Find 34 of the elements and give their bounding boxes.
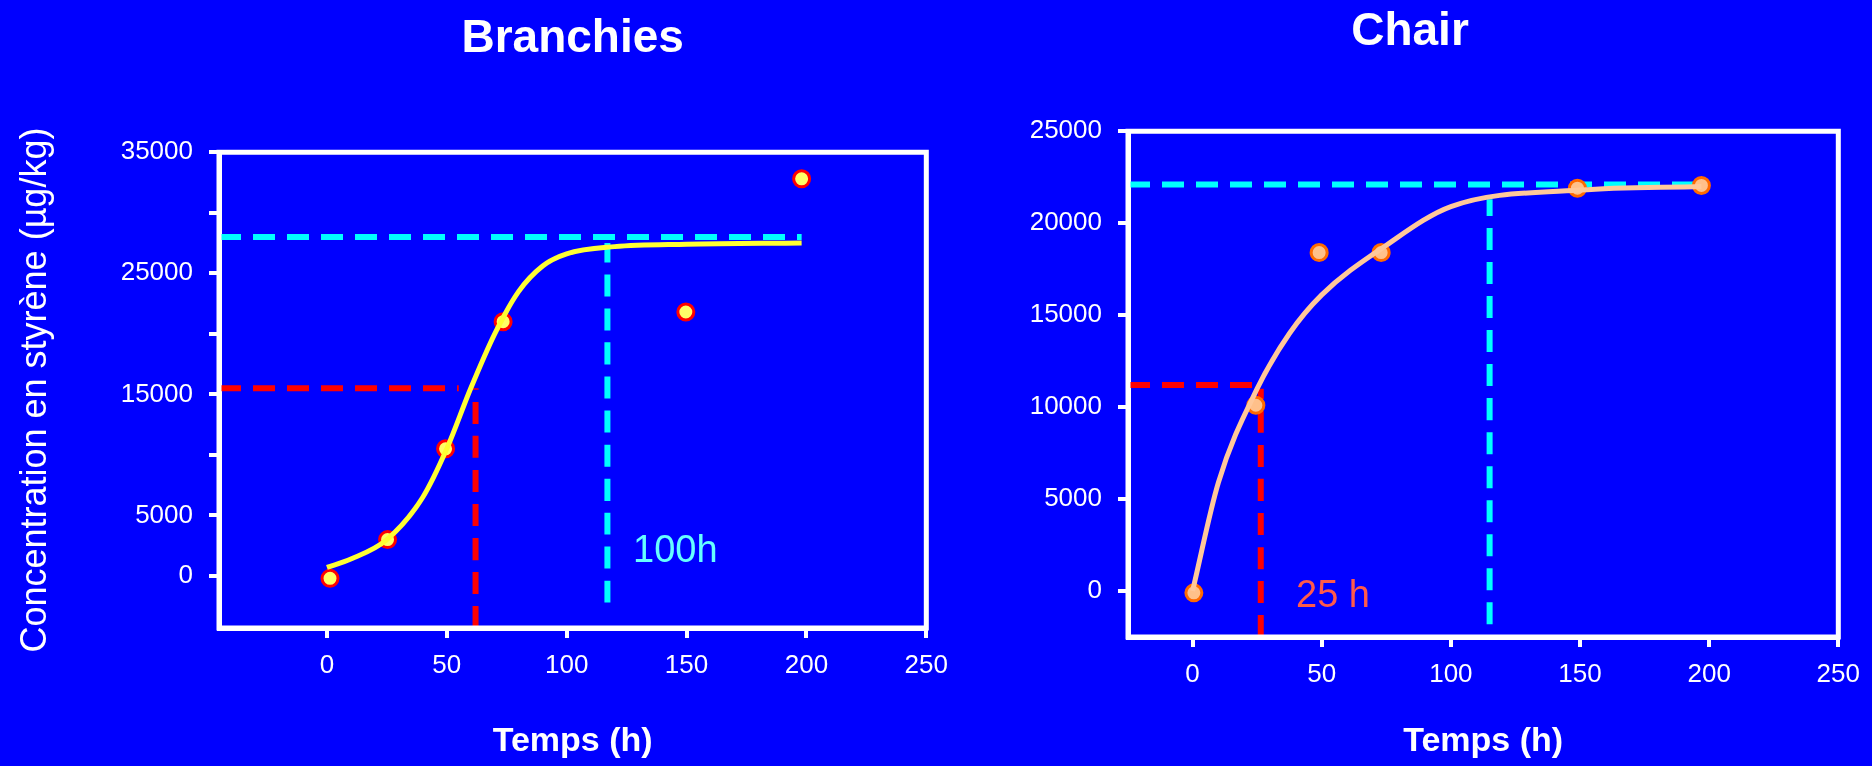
y-tick-label: 0	[1087, 574, 1102, 605]
chart-title: Branchies	[461, 10, 684, 63]
x-tick-label: 200	[784, 648, 829, 679]
point	[320, 568, 340, 588]
y-tick-label: 0	[178, 559, 193, 590]
x-tick-label: 250	[1816, 657, 1861, 688]
point	[676, 302, 696, 322]
y-tick-label: 15000	[1029, 298, 1102, 329]
x-tick-label: 0	[319, 648, 335, 679]
x-tick-label: 250	[904, 648, 949, 679]
point	[792, 169, 812, 189]
chart-title: Chair	[1351, 3, 1469, 56]
y-tick-label: 15000	[120, 377, 193, 408]
y-tick-label: 5000	[1044, 482, 1102, 513]
x-tick-label: 50	[432, 648, 462, 679]
y-tick-label: 25000	[120, 256, 193, 287]
x-tick-label: 150	[1558, 657, 1602, 688]
y-tick-label: 5000	[135, 498, 193, 529]
y-tick-label: 10000	[1029, 390, 1102, 421]
x-tick-label: 50	[1307, 657, 1337, 688]
y-tick-label: 35000	[120, 135, 193, 166]
y-tick-label: 20000	[1029, 206, 1102, 237]
point	[1309, 243, 1329, 263]
x-axis-title: Temps (h)	[492, 719, 653, 758]
y-axis-title: Concentration en styrène (µg/kg)	[12, 127, 54, 653]
annotation: 25 h	[1296, 573, 1370, 616]
x-axis-title: Temps (h)	[1403, 719, 1564, 758]
x-tick-label: 0	[1185, 657, 1200, 688]
y-tick-label: 25000	[1029, 114, 1102, 145]
x-tick-label: 200	[1687, 657, 1731, 688]
annotation: 100h	[633, 528, 718, 571]
x-tick-label: 100	[1429, 657, 1473, 688]
x-tick-label: 150	[664, 648, 709, 679]
x-tick-label: 100	[544, 648, 589, 679]
